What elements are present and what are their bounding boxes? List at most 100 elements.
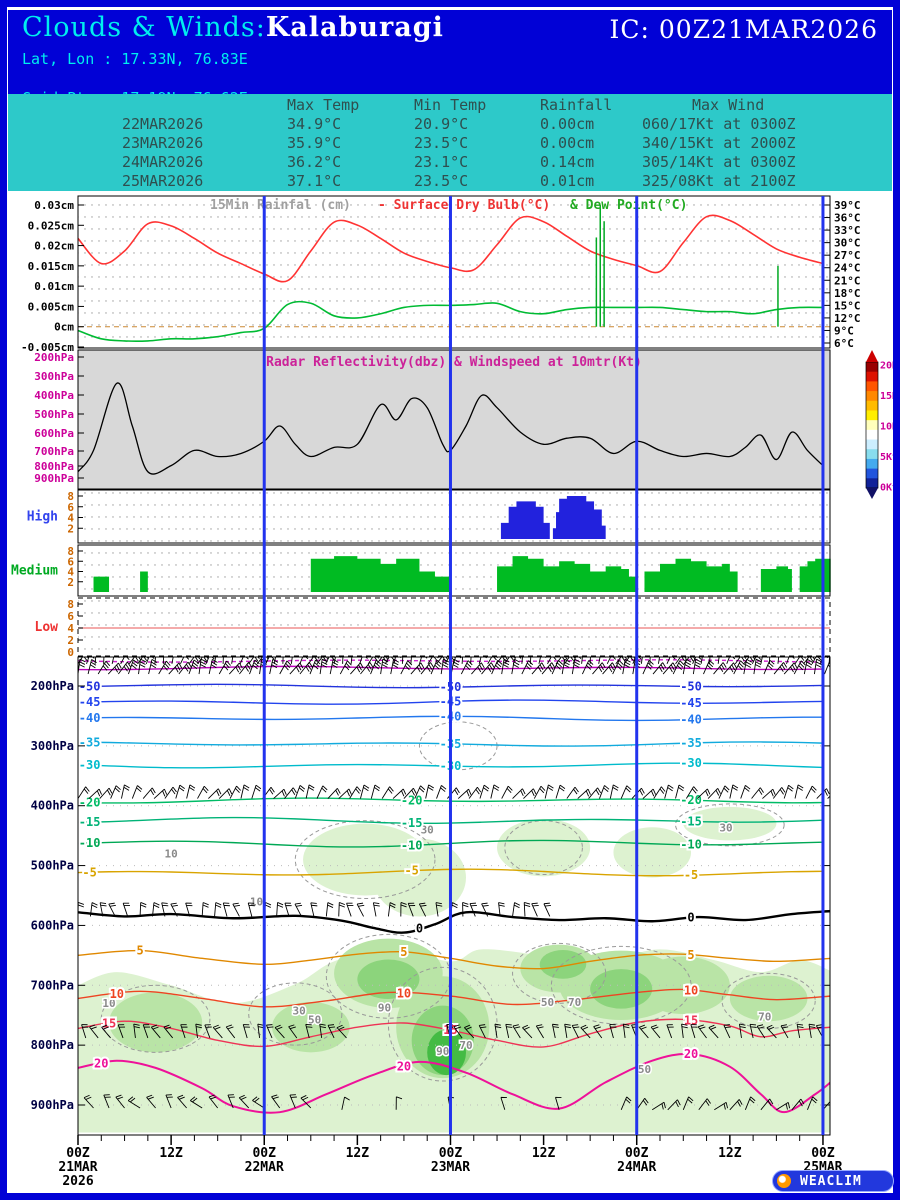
header-banner: Clouds & Winds:Kalaburagi IC: 00Z21MAR20…	[8, 10, 892, 143]
svg-text:18°C: 18°C	[834, 287, 861, 300]
table-cell-rainfall: 0.00cm	[540, 115, 595, 133]
svg-text:10: 10	[102, 997, 115, 1010]
svg-text:12°C: 12°C	[834, 312, 861, 325]
svg-text:0.02cm: 0.02cm	[34, 240, 74, 253]
rh-blob	[357, 959, 420, 1000]
svg-text:9°C: 9°C	[834, 324, 854, 337]
svg-text:5: 5	[136, 944, 143, 958]
rh-contour	[512, 942, 607, 1004]
table-cell-min-temp: 23.5°C	[414, 172, 469, 190]
svg-text:-40: -40	[79, 711, 101, 725]
table-header-cell: Rainfall	[540, 96, 613, 114]
svg-text:-10: -10	[401, 838, 423, 852]
svg-text:0.01cm: 0.01cm	[34, 280, 74, 293]
time-axis: 00Z 12Z 00Z 12Z 00Z 12Z 00Z 12Z 00Z21MAR202622MA…	[58, 1135, 843, 1189]
svg-text:5Kt: 5Kt	[880, 452, 898, 463]
svg-text:50: 50	[308, 1013, 321, 1026]
svg-text:900hPa: 900hPa	[31, 1098, 74, 1112]
svg-text:300hPa: 300hPa	[34, 370, 74, 383]
svg-text:10: 10	[250, 895, 263, 908]
table-cell-max-temp: 34.9°C	[287, 115, 342, 133]
table-header-cell: Max Wind	[692, 96, 765, 114]
svg-text:70: 70	[568, 996, 581, 1009]
svg-text:90: 90	[378, 1001, 391, 1014]
svg-text:-5: -5	[404, 864, 418, 878]
rh-blob	[109, 992, 203, 1053]
temp-contour-5	[78, 949, 830, 970]
svg-text:21°C: 21°C	[834, 274, 861, 287]
svg-text:20Kt: 20Kt	[880, 361, 900, 372]
svg-text:12Z: 12Z	[532, 1146, 556, 1161]
table-cell-max-wind: 305/14Kt at 0300Z	[642, 153, 796, 171]
svg-text:21MAR: 21MAR	[58, 1160, 97, 1175]
svg-text:23MAR: 23MAR	[431, 1160, 470, 1175]
svg-text:6: 6	[67, 610, 74, 623]
svg-text:0: 0	[687, 911, 694, 925]
table-cell-max-wind: 325/08Kt at 2100Z	[642, 172, 796, 190]
svg-text:30: 30	[719, 821, 732, 834]
svg-text:10: 10	[110, 987, 124, 1001]
svg-text:-15: -15	[680, 814, 702, 828]
svg-text:39°C: 39°C	[834, 199, 861, 212]
svg-text:-30: -30	[79, 758, 101, 772]
svg-text:5: 5	[687, 948, 694, 962]
rh-blob	[636, 956, 730, 1015]
svg-text:200hPa: 200hPa	[34, 351, 74, 364]
svg-text:600hPa: 600hPa	[34, 427, 74, 440]
table-cell-min-temp: 20.9°C	[414, 115, 469, 133]
svg-text:-50: -50	[680, 679, 702, 693]
svg-text:4: 4	[67, 512, 74, 525]
table-cell-min-temp: 23.5°C	[414, 134, 469, 152]
svg-text:6: 6	[67, 501, 74, 514]
upper-air-panel: 1030509050707070303010509010-50-50-50-45…	[31, 656, 831, 1136]
svg-text:-5: -5	[82, 865, 96, 879]
svg-text:20: 20	[684, 1047, 698, 1061]
svg-text:24°C: 24°C	[834, 262, 861, 275]
rh-blob	[683, 806, 777, 841]
day-lines	[262, 196, 825, 1135]
temp-contour-15	[78, 1018, 830, 1048]
station-name: Kalaburagi	[265, 12, 444, 43]
svg-text:00Z: 00Z	[625, 1146, 649, 1161]
svg-text:-45: -45	[680, 696, 702, 710]
rain-temp-panel: 15Min Rainfal (cm) - Surface Dry Bulb(°C)…	[21, 195, 861, 354]
svg-text:0: 0	[67, 646, 74, 659]
svg-text:Radar Reflectivity(dbz) & Wind: Radar Reflectivity(dbz) & Windspeed at 1…	[266, 355, 642, 370]
rh-contour	[248, 982, 343, 1046]
svg-text:8: 8	[67, 545, 74, 558]
svg-text:50: 50	[541, 996, 554, 1009]
svg-text:-35: -35	[680, 736, 702, 750]
weaclim-icon	[777, 1174, 791, 1188]
svg-text:6°C: 6°C	[834, 337, 854, 350]
svg-text:500hPa: 500hPa	[34, 408, 74, 421]
svg-text:0cm: 0cm	[54, 321, 74, 334]
rh-blob	[372, 838, 466, 917]
svg-text:0.025cm: 0.025cm	[28, 219, 75, 232]
svg-text:8: 8	[67, 490, 74, 503]
init-time: IC: 00Z21MAR2026	[609, 15, 878, 44]
weaclim-label: WEACLIM	[800, 1173, 862, 1189]
svg-text:33°C: 33°C	[834, 224, 861, 237]
svg-text:200hPa: 200hPa	[31, 679, 74, 693]
svg-text:Low: Low	[35, 620, 59, 635]
svg-text:-0.005cm: -0.005cm	[21, 341, 74, 354]
windspeed-curve	[77, 382, 824, 475]
rh-contour	[100, 984, 211, 1053]
svg-text:-20: -20	[680, 793, 702, 807]
svg-text:600hPa: 600hPa	[31, 918, 74, 932]
lat-lon: Lat, Lon : 17.33N, 76.83E	[22, 50, 248, 68]
table-date-cell: 23MAR2026	[122, 134, 204, 152]
temp-contour-20	[78, 1052, 830, 1114]
svg-text:-20: -20	[401, 793, 423, 807]
svg-text:12Z: 12Z	[718, 1146, 742, 1161]
svg-text:- Surface Dry Bulb(°C): - Surface Dry Bulb(°C)	[378, 198, 550, 213]
svg-text:30: 30	[293, 1004, 306, 1017]
svg-text:400hPa: 400hPa	[31, 799, 74, 813]
svg-text:2026: 2026	[62, 1174, 93, 1189]
svg-text:8: 8	[67, 598, 74, 611]
svg-text:800hPa: 800hPa	[31, 1038, 74, 1052]
svg-text:-50: -50	[79, 679, 101, 693]
svg-text:24MAR: 24MAR	[617, 1160, 656, 1175]
